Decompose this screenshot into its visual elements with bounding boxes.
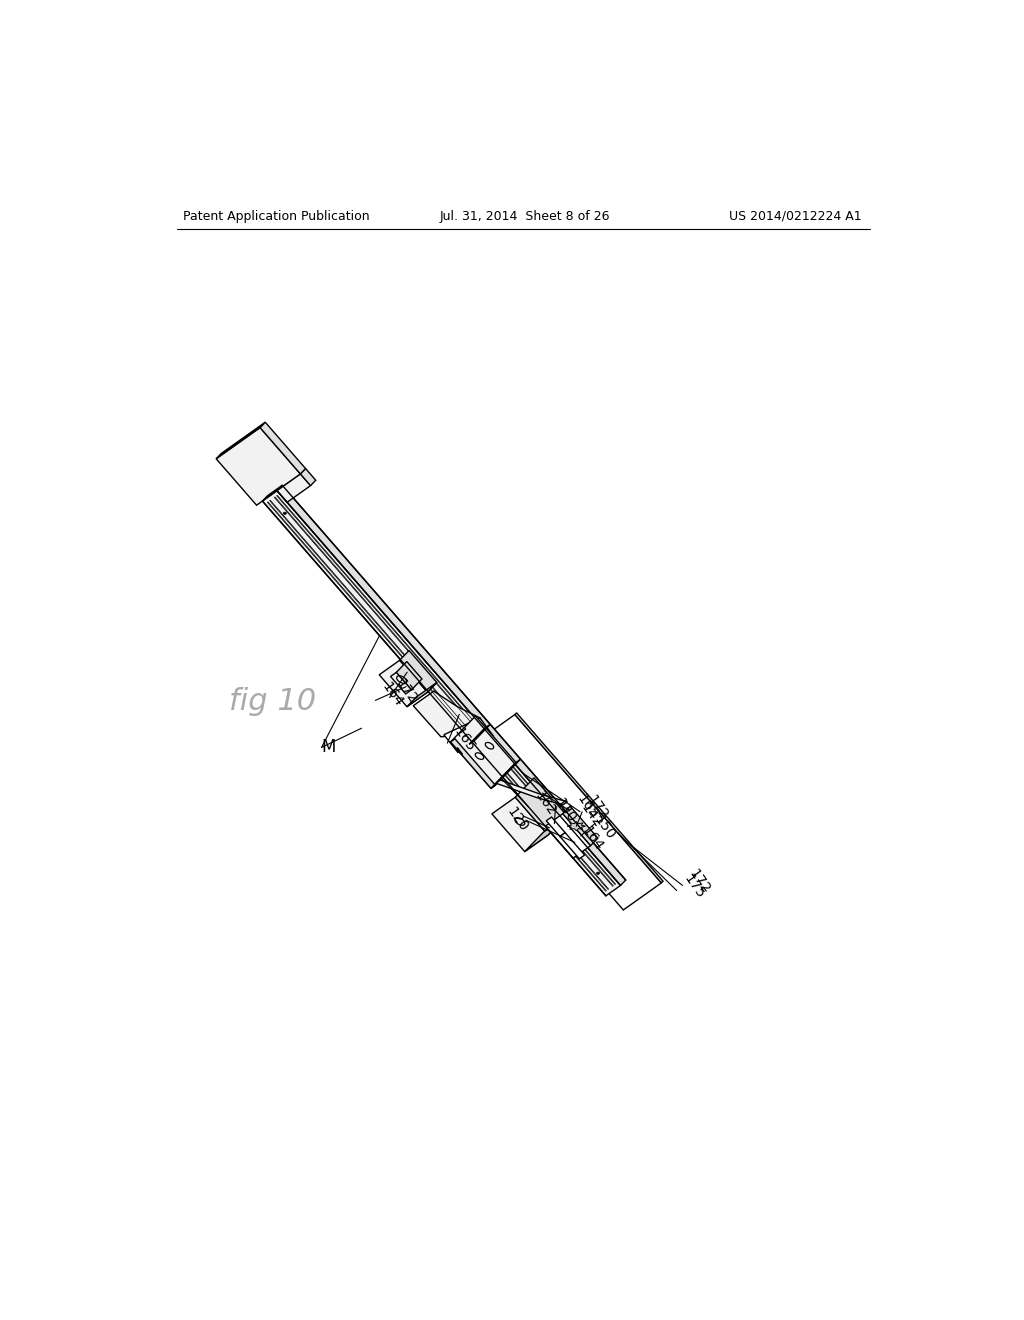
Text: 175: 175 (681, 873, 708, 902)
Text: 172: 172 (686, 867, 713, 896)
Polygon shape (567, 821, 586, 830)
Text: 130: 130 (552, 796, 579, 825)
Polygon shape (260, 422, 305, 474)
Polygon shape (515, 713, 663, 883)
Polygon shape (458, 747, 462, 755)
Ellipse shape (284, 512, 287, 515)
Polygon shape (546, 817, 565, 837)
Polygon shape (216, 422, 265, 459)
Text: 142: 142 (579, 801, 605, 830)
Polygon shape (443, 718, 494, 752)
Polygon shape (216, 428, 300, 506)
Text: fig 10: fig 10 (229, 686, 316, 715)
Text: 162: 162 (532, 788, 559, 818)
Polygon shape (414, 692, 487, 737)
Polygon shape (515, 777, 567, 836)
Text: 165: 165 (573, 792, 600, 822)
Polygon shape (492, 797, 548, 851)
Polygon shape (396, 661, 422, 690)
Polygon shape (546, 813, 591, 858)
Polygon shape (399, 651, 437, 692)
Text: 164: 164 (579, 824, 605, 854)
Text: 172: 172 (584, 793, 610, 822)
Text: 165: 165 (452, 725, 478, 754)
Text: Jul. 31, 2014  Sheet 8 of 26: Jul. 31, 2014 Sheet 8 of 26 (439, 210, 610, 223)
Text: 172: 172 (393, 677, 420, 706)
Polygon shape (477, 714, 662, 909)
Text: 120: 120 (505, 805, 530, 834)
Polygon shape (496, 780, 567, 805)
Polygon shape (390, 672, 412, 694)
Polygon shape (490, 759, 520, 788)
Text: Patent Application Publication: Patent Application Publication (183, 210, 370, 223)
Polygon shape (563, 807, 598, 846)
Polygon shape (407, 682, 437, 706)
Text: US 2014/0212224 A1: US 2014/0212224 A1 (729, 210, 862, 223)
Text: M: M (322, 738, 336, 756)
Polygon shape (560, 833, 585, 859)
Ellipse shape (597, 873, 600, 874)
Polygon shape (451, 715, 516, 788)
Polygon shape (379, 660, 427, 706)
Polygon shape (262, 486, 283, 502)
Polygon shape (524, 816, 567, 851)
Polygon shape (278, 486, 626, 886)
Polygon shape (278, 474, 310, 503)
Text: 164: 164 (379, 680, 406, 709)
Polygon shape (300, 469, 315, 486)
Polygon shape (262, 491, 621, 896)
Polygon shape (469, 725, 490, 744)
Polygon shape (451, 739, 496, 788)
Text: 150: 150 (591, 812, 617, 842)
